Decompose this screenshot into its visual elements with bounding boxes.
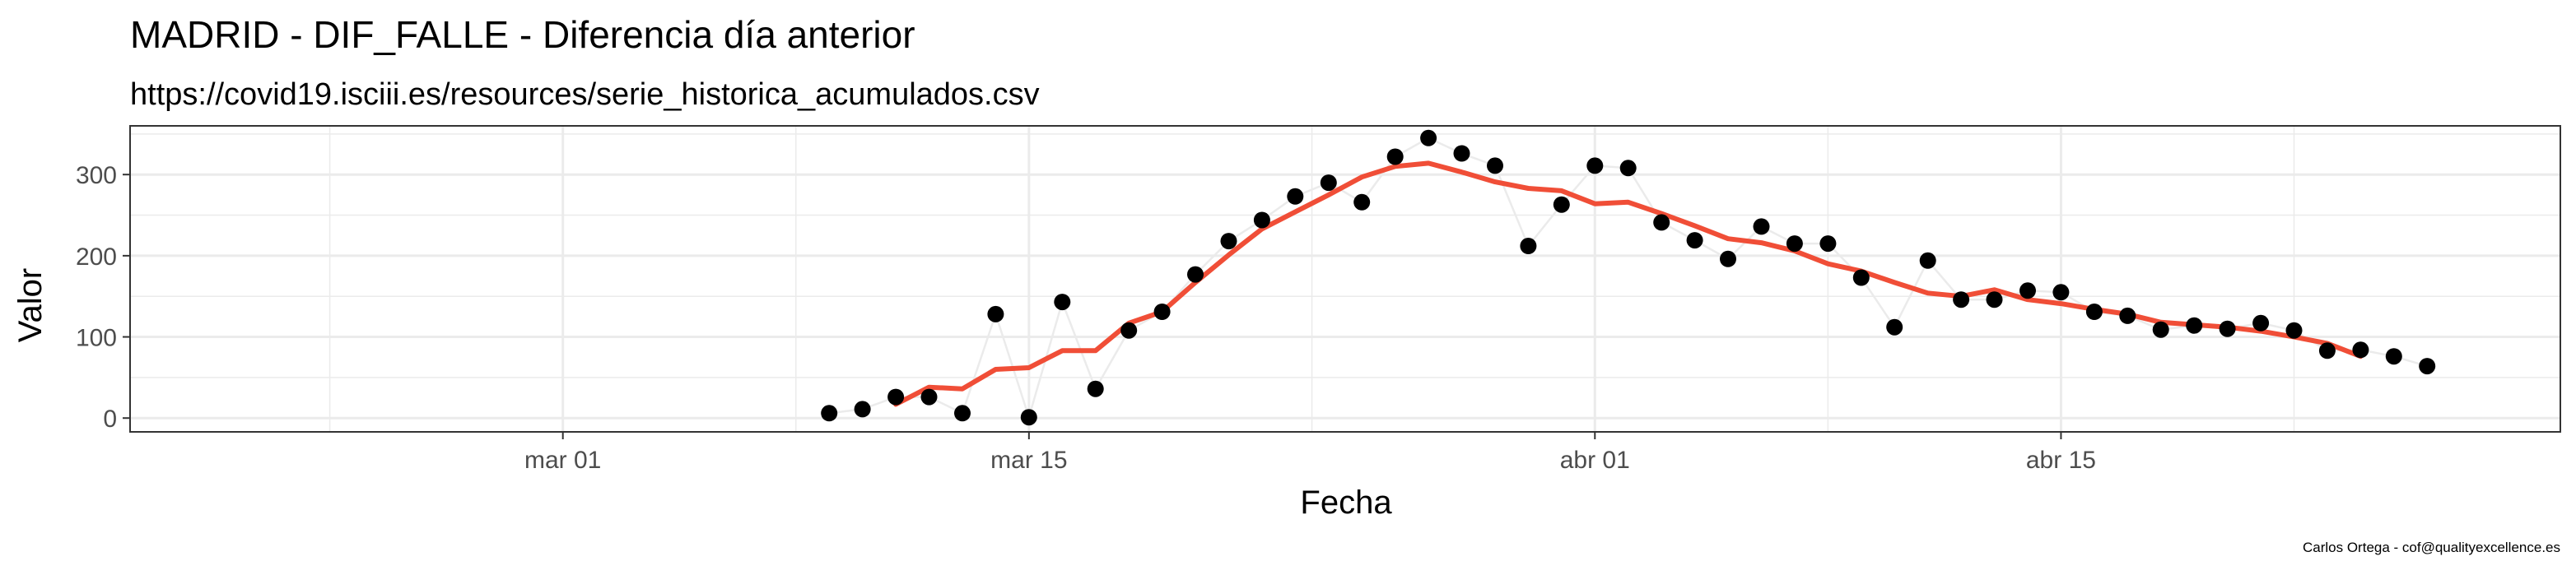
x-tick-label: abr 01 [1560,447,1630,474]
data-point [854,401,871,418]
data-point [1753,218,1770,235]
data-point [1619,160,1637,177]
chart-subtitle: https://covid19.isciii.es/resources/seri… [130,77,1040,112]
data-point [1686,232,1703,249]
x-tick-label: mar 15 [990,447,1067,474]
grid-major [130,126,2560,432]
data-point [954,405,971,422]
y-axis: 0 100 200 300 [76,162,130,433]
data-point [1120,322,1138,339]
data-points [821,129,2436,426]
data-point [2019,282,2036,299]
x-axis-title: Fecha [1300,485,1392,521]
data-point [1819,235,1837,253]
y-axis-title: Valor [12,268,49,342]
data-point [1187,266,1204,283]
x-tick-label: mar 01 [524,447,601,474]
data-point [887,388,905,406]
data-point [2186,317,2203,334]
smooth-line [893,160,2364,407]
chart-title: MADRID - DIF_FALLE - Diferencia día ante… [130,13,915,56]
data-point [1320,174,1337,192]
data-point [1253,211,1270,229]
data-point [1553,196,1570,213]
data-point [2085,304,2103,320]
data-point [2385,348,2402,365]
x-axis: mar 01 mar 15 abr 01 abr 15 [524,432,2096,474]
smooth-path [893,160,2364,407]
data-point [2252,314,2270,332]
data-point [821,405,838,422]
y-tick-label: 0 [103,406,117,433]
data-point [2285,322,2303,339]
data-point [1287,188,1304,205]
data-point [1420,129,1437,146]
caption: Carlos Ortega - cof@qualityexcellence.es [2303,540,2560,555]
grid-minor [130,126,2560,432]
y-tick-label: 300 [76,162,117,189]
panel-border [129,125,2561,433]
y-tick-label: 200 [76,243,117,271]
data-point [2219,320,2236,337]
data-point [1586,157,1604,174]
data-point [1020,409,1037,426]
data-point [1919,252,1936,269]
y-tick-label: 100 [76,325,117,352]
data-point [1153,304,1171,320]
data-point [1386,148,1404,165]
data-point [1520,238,1537,254]
data-point [920,388,938,406]
data-point [1487,157,1503,174]
data-point [1220,233,1237,250]
data-point [1087,380,1104,397]
data-point [2052,284,2070,301]
data-point [1653,214,1670,231]
data-point [2352,341,2369,359]
data-point [987,305,1004,322]
data-point [2119,307,2136,324]
data-point [2152,321,2169,338]
data-point [1886,318,1903,336]
data-point [1353,193,1371,211]
data-point [1786,235,1803,253]
data-point [1054,294,1071,311]
data-point [1720,250,1736,267]
data-point [2318,342,2336,359]
data-point [2419,358,2436,375]
data-point [1953,291,1970,308]
data-point [1986,291,2003,308]
data-point [1852,269,1870,286]
data-point [1453,145,1470,162]
x-tick-label: abr 15 [2026,447,2096,474]
